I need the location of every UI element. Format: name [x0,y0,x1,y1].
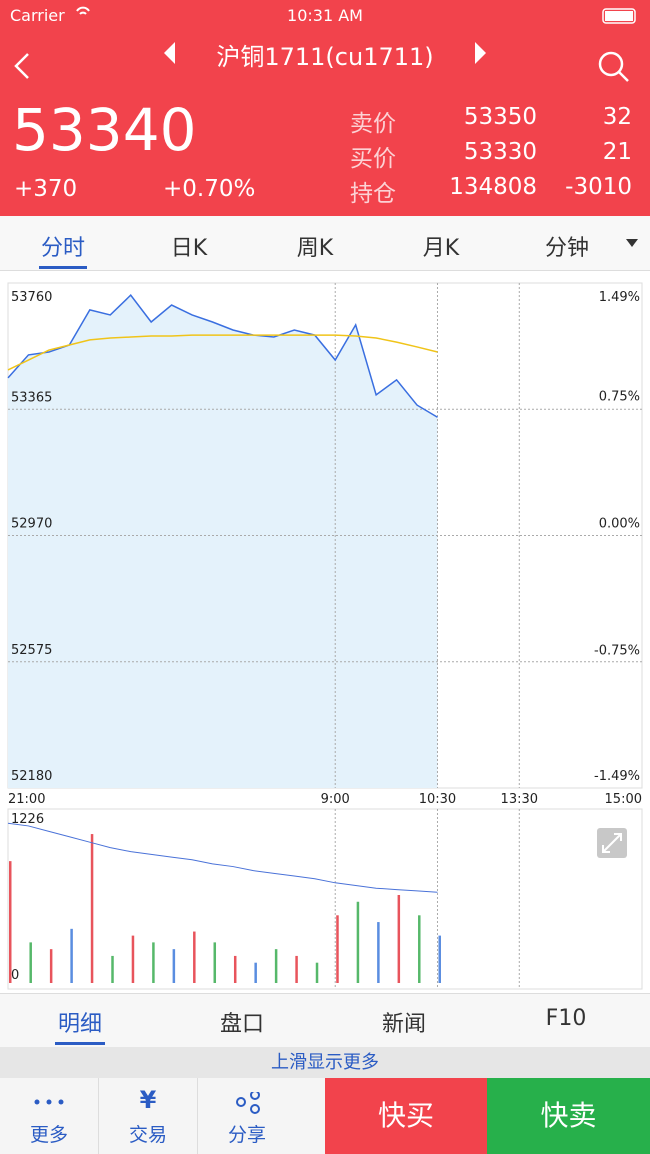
y-tick-label: 52575 [11,643,52,658]
volume-bar [131,935,135,983]
trade-button[interactable]: 交易 [128,1124,167,1146]
prev[interactable] [164,42,175,64]
expand-glyph [602,833,622,853]
volume-bar [90,834,94,983]
x-tick-label: 10:30 [419,792,456,807]
tab[interactable]: 日K [170,236,208,261]
tab-underline [55,1042,105,1045]
volume-bar [172,949,176,983]
detail-tab[interactable]: 新闻 [381,1012,426,1037]
tab-bar: 分时 日K 周K 月K 分钟 [0,216,650,271]
volume-bar [29,942,32,983]
clock: 10:31 AM [287,6,363,25]
toolbar: ¥ 更多 交易 分享 [0,1078,325,1154]
volume-bar [274,949,278,983]
volume-bar [193,931,196,983]
x-tick-label: 13:30 [501,792,538,807]
open-interest-line [7,822,438,893]
volume-bar [418,915,421,983]
quote-volume: 21 [602,139,632,165]
more-button[interactable]: 更多 [29,1124,68,1146]
volume-bar [152,942,155,983]
volume-bar [254,962,257,983]
detail-tabs: 明细 盘口 新闻 F10 [0,993,650,1048]
quote-volume: -3010 [565,174,632,200]
volume-bar [295,955,298,983]
y-tick-label: 52180 [11,769,52,784]
quote-label: 买价 [350,146,396,172]
volume-bar [377,922,380,983]
y2-tick-label: 0.00% [599,517,640,532]
volume-bar [336,915,339,983]
x-tick-label: 21:00 [8,792,45,807]
detail-tab[interactable]: 明细 [57,1012,102,1037]
back[interactable] [14,53,29,79]
dropdown[interactable] [625,238,639,248]
price: 53340 [12,96,197,164]
volume-bar [9,861,12,983]
y2-tick-label: -0.75% [594,644,640,659]
tab[interactable]: 分钟 [544,236,589,261]
toolbar-icons [34,1092,260,1114]
y2-tick-label: 1.49% [599,290,640,305]
next[interactable] [475,42,486,64]
volume-bar [111,955,114,983]
x-tick-label: 9:00 [321,792,350,807]
quote-volume: 32 [602,104,632,130]
plot-frame [7,808,643,990]
y-tick-label: 53365 [11,390,52,405]
change: +370 [14,176,78,202]
search[interactable] [598,51,624,77]
chart: 52180 52575 52970 53365 53760 -1.49% -0.75% 0.0… [7,282,643,990]
volume-bar [49,949,53,983]
buy-button[interactable]: 快买 [325,1078,487,1154]
volume-bar [438,935,441,983]
quote-label: 持仓 [350,181,396,207]
carrier: Carrier [10,6,65,25]
volume-bar [356,901,360,983]
quote-label: 卖价 [350,111,396,137]
detail-tab[interactable]: 盘口 [219,1012,264,1037]
volume-bar [315,962,319,983]
volume-bar [397,894,401,983]
share-button[interactable]: 分享 [227,1124,266,1146]
x-tick-label: 15:00 [605,792,642,807]
quote-value: 134808 [449,174,537,200]
quote-value: 53350 [463,104,537,130]
y2-tick-label: 0.75% [599,389,640,404]
y2-tick-label: -1.49% [594,769,640,784]
tab[interactable]: 分时 [40,236,85,261]
tab[interactable]: 周K [296,236,334,261]
tab[interactable]: 月K [422,236,460,261]
y-tick-label: 0 [11,968,19,983]
change-pct: +0.70% [163,176,256,202]
tab-underline [39,266,87,269]
sell-button[interactable]: 快卖 [487,1078,650,1154]
series-line [7,294,438,418]
y-tick-label: 53760 [11,290,52,305]
price-area [8,295,438,788]
series-line [7,334,438,371]
header-icons [14,6,636,82]
y-tick-label: 1226 [11,812,44,827]
volume-bar [213,942,217,983]
y-tick-label: 52970 [11,517,52,532]
volume-bar [70,928,73,983]
header: Carrier 10:31 AM 沪铜1711(cu1711) 53340 +3… [0,0,650,216]
detail-tab[interactable]: F10 [545,1006,587,1031]
volume-bar [233,955,237,983]
trade-icon: ¥ [139,1086,157,1114]
title: 沪铜1711(cu1711) [216,43,434,71]
quote-value: 53330 [463,139,537,165]
more-hint: 上滑显示更多 [0,1047,650,1078]
